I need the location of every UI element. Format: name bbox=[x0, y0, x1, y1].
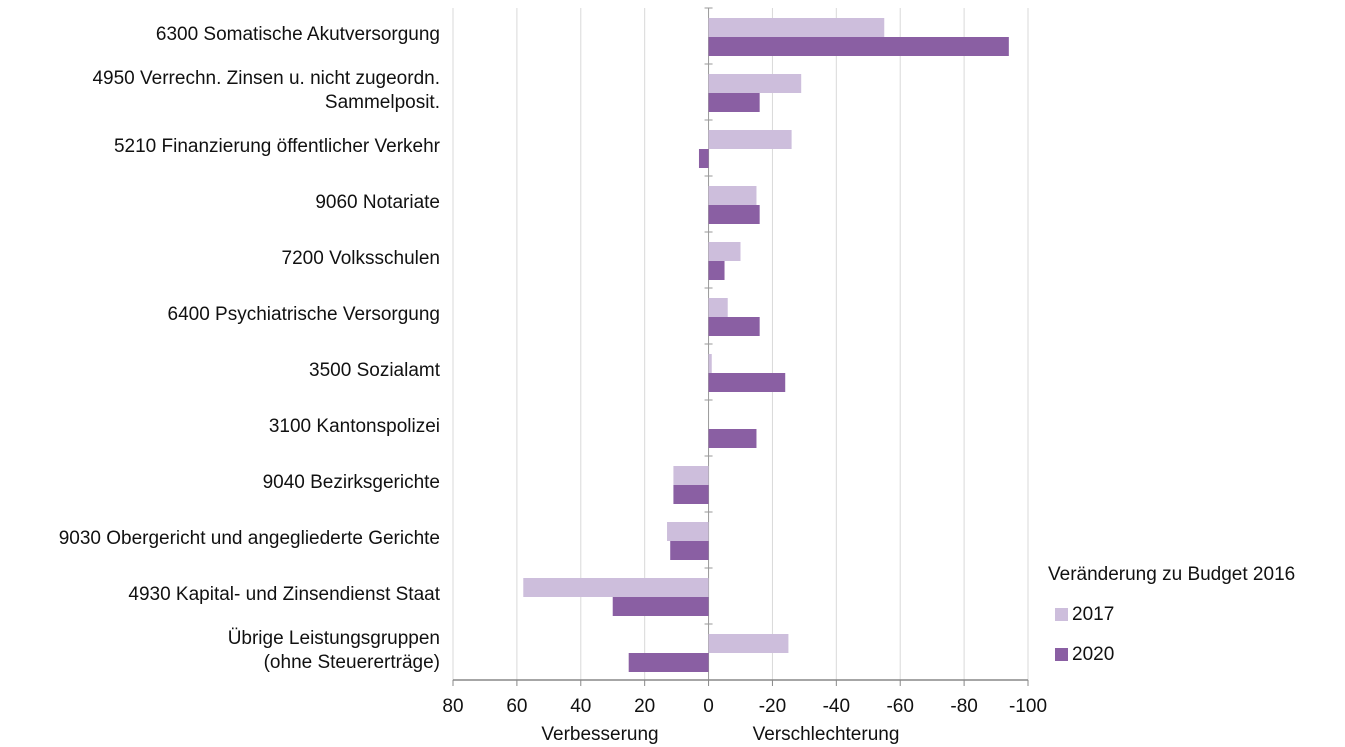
bar bbox=[698, 149, 709, 168]
x-tick-label: -40 bbox=[823, 696, 850, 717]
y-tick-label: 6400 Psychiatrische Versorgung bbox=[168, 304, 441, 325]
x-tick-label: 0 bbox=[703, 696, 714, 717]
y-tick-label: 4930 Kapital- und Zinsendienst Staat bbox=[128, 584, 440, 605]
bar bbox=[673, 466, 709, 485]
legend-label: 2020 bbox=[1072, 644, 1114, 665]
bar bbox=[708, 242, 741, 261]
y-tick-label: 6300 Somatische Akutversorgung bbox=[156, 24, 440, 45]
bar bbox=[708, 130, 792, 149]
y-tick-label: Übrige Leistungsgruppen (ohne Steuererträ… bbox=[228, 628, 440, 673]
bar bbox=[708, 18, 885, 37]
annotation: Verschlechterung bbox=[753, 724, 900, 745]
y-tick-label: 3100 Kantonspolizei bbox=[269, 416, 440, 437]
bar bbox=[612, 597, 709, 616]
bar bbox=[708, 634, 789, 653]
x-tick-label: 60 bbox=[506, 696, 527, 717]
x-tick-label: 80 bbox=[442, 696, 463, 717]
bar bbox=[708, 429, 757, 448]
bar bbox=[708, 317, 760, 336]
bar bbox=[673, 485, 709, 504]
bar bbox=[708, 37, 1009, 56]
x-tick-label: 20 bbox=[634, 696, 655, 717]
annotation: Verbesserung bbox=[541, 724, 658, 745]
legend-title: Veränderung zu Budget 2016 bbox=[1048, 564, 1295, 585]
bar bbox=[708, 186, 757, 205]
bar bbox=[708, 354, 712, 373]
x-tick-label: -60 bbox=[886, 696, 913, 717]
y-tick-label: 9030 Obergericht und angegliederte Geric… bbox=[59, 528, 440, 549]
legend-swatch bbox=[1055, 608, 1068, 621]
y-tick-label: 9060 Notariate bbox=[315, 192, 440, 213]
x-tick-label: -100 bbox=[1009, 696, 1047, 717]
y-tick-label: 5210 Finanzierung öffentlicher Verkehr bbox=[114, 136, 441, 157]
y-tick-label: 4950 Verrechn. Zinsen u. nicht zugeordn.… bbox=[92, 68, 440, 113]
bar bbox=[628, 653, 709, 672]
bar bbox=[708, 74, 802, 93]
y-tick-label: 7200 Volksschulen bbox=[282, 248, 440, 269]
bar bbox=[708, 373, 786, 392]
bar bbox=[708, 298, 728, 317]
bar bbox=[670, 541, 709, 560]
x-tick-label: -20 bbox=[759, 696, 786, 717]
bar bbox=[708, 93, 760, 112]
bar bbox=[667, 522, 709, 541]
bar bbox=[708, 205, 760, 224]
y-tick-label: 3500 Sozialamt bbox=[309, 360, 441, 381]
bar bbox=[523, 578, 709, 597]
y-tick-label: 9040 Bezirksgerichte bbox=[263, 472, 440, 493]
x-tick-label: 40 bbox=[570, 696, 591, 717]
legend-label: 2017 bbox=[1072, 604, 1114, 625]
bar bbox=[708, 261, 725, 280]
x-tick-label: -80 bbox=[950, 696, 977, 717]
legend-swatch bbox=[1055, 648, 1068, 661]
